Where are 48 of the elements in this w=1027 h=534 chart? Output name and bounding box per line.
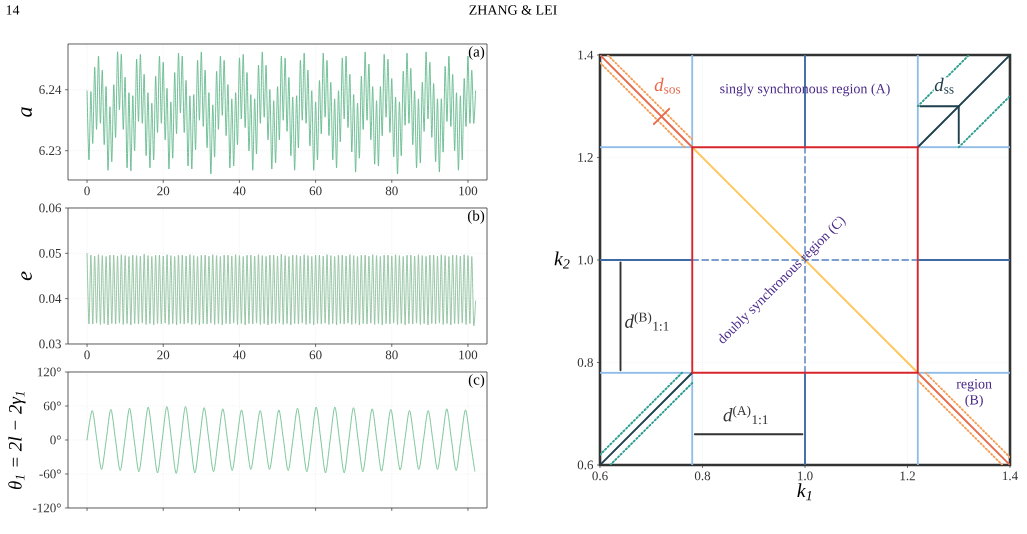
y-tick-label: 0.06 (39, 203, 62, 213)
x-tick-label: 60 (309, 350, 322, 360)
y-tick-label: 0.04 (39, 294, 62, 304)
y-axis-title: a (21, 107, 32, 117)
x-tick-label: 80 (385, 186, 398, 196)
y-tick-label: 0.03 (39, 339, 61, 349)
y-tick-label: 0.8 (577, 358, 593, 367)
y-tick-label: 1.4 (578, 50, 594, 60)
y-tick-label: 0° (50, 435, 61, 445)
x-tick-label: 40 (233, 350, 246, 360)
x-tick-label: 20 (157, 350, 170, 360)
y-tick-label: 6.23 (39, 146, 61, 156)
x-tick-label: 0 (84, 350, 90, 360)
text: ZHANG & LEI (469, 5, 557, 15)
x-tick-label: 1.4 (1003, 471, 1018, 481)
annotation: d$_{ss}$ (934, 77, 954, 94)
x-axis-title: k$_{1}$ (797, 483, 812, 501)
x-tick-label: 0 (84, 186, 90, 196)
annotation: d$_{sos}$ (654, 77, 681, 94)
y-axis-title: k$_{2}$ (554, 251, 570, 269)
y-tick-label: 1.2 (578, 153, 593, 162)
x-tick-label: 0.6 (592, 471, 608, 481)
annotation: (c) (468, 374, 485, 388)
x-tick-label: 0.8 (694, 471, 711, 481)
y-tick-label: 60° (43, 401, 61, 411)
x-tick-label: 100 (459, 350, 478, 360)
y-axis-title: θ$_{1}$ = 2l − 2γ$_{1}$ (8, 391, 26, 490)
y-tick-label: 0.05 (39, 248, 61, 258)
text: 14 (6, 5, 20, 15)
x-tick-label: 1.0 (798, 471, 813, 481)
x-tick-label: 20 (157, 186, 170, 196)
y-tick-label: -120° (32, 503, 61, 513)
y-tick-label: 120° (37, 367, 61, 377)
x-tick-label: 1.2 (900, 471, 915, 481)
annotation: (b) (467, 210, 485, 224)
x-tick-label: 40 (233, 186, 246, 196)
y-tick-label: 6.24 (39, 85, 62, 95)
y-axis-title: e (21, 271, 32, 281)
annotation: d$^{(B)}$1:1 (625, 312, 669, 331)
x-tick-label: 80 (385, 350, 398, 360)
annotation: region (B) (956, 379, 992, 408)
y-tick-label: 1.0 (578, 255, 593, 265)
x-tick-label: 60 (309, 186, 322, 196)
y-tick-label: -60° (39, 469, 61, 479)
annotation: (a) (468, 46, 485, 60)
annotation: d$^{(A)}$1:1 (723, 405, 768, 425)
y-tick-label: 0.6 (577, 460, 594, 470)
x-tick-label: 100 (459, 186, 478, 196)
